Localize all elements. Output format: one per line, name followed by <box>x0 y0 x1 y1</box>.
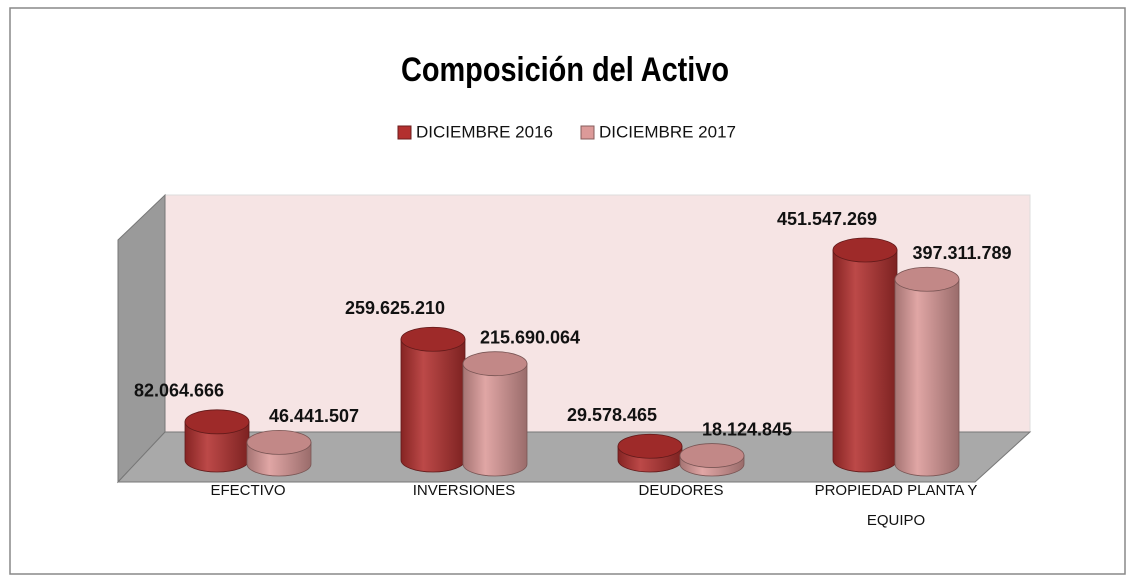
cylinder <box>679 443 745 477</box>
data-label: 259.625.210 <box>345 298 445 318</box>
cylinder <box>832 237 898 473</box>
data-label: 18.124.845 <box>702 419 792 439</box>
legend-label: DICIEMBRE 2017 <box>599 122 736 141</box>
floor <box>116 431 1032 483</box>
legend-label: DICIEMBRE 2016 <box>416 122 553 141</box>
x-tick-label: PROPIEDAD PLANTA Y EQUIPO <box>814 482 978 529</box>
data-label: 29.578.465 <box>567 405 657 425</box>
cylinder-body <box>462 363 528 477</box>
cylinder-body <box>832 249 898 473</box>
cylinder-top <box>679 443 745 468</box>
cylinder-top <box>832 237 898 263</box>
cylinder-top <box>617 433 683 459</box>
x-tick-label: INVERSIONES <box>412 482 516 499</box>
x-tick-label: DEUDORES <box>638 482 724 499</box>
cylinder <box>184 409 250 473</box>
x-tick-label: EFECTIVO <box>210 482 286 499</box>
cylinder <box>617 433 683 473</box>
cylinder <box>400 326 466 473</box>
cylinder-body <box>400 338 466 473</box>
cylinder <box>462 351 528 477</box>
data-label: 215.690.064 <box>480 327 580 347</box>
data-label: 397.311.789 <box>912 243 1011 263</box>
cylinder-top <box>400 326 466 352</box>
cylinder-top <box>894 266 960 292</box>
data-label: 46.441.507 <box>269 406 359 426</box>
legend-swatch <box>580 125 595 140</box>
cylinder-top <box>462 351 528 377</box>
legend-swatch <box>397 125 412 140</box>
cylinder <box>894 266 960 477</box>
chart-title: Composición del Activo <box>401 50 729 89</box>
data-label: 451.547.269 <box>777 209 877 229</box>
cylinder-top <box>246 430 312 455</box>
data-label: 82.064.666 <box>134 381 224 401</box>
cylinder-top <box>184 409 250 435</box>
cylinder-body <box>894 278 960 477</box>
cylinder <box>246 430 312 477</box>
